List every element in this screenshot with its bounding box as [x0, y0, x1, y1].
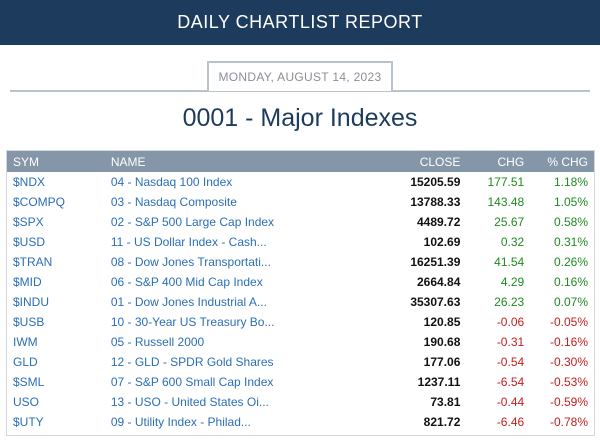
table-row[interactable]: $USD 11 - US Dollar Index - Cash... 102.69…: [7, 232, 594, 252]
column-header-name[interactable]: NAME: [110, 154, 146, 169]
table-row[interactable]: IWM 05 - Russell 2000 190.68 -0.31 -0.16%: [7, 332, 594, 352]
name-link[interactable]: 06 - S&P 400 Mid Cap Index: [110, 275, 263, 289]
chartlist-title: 0001 - Major Indexes: [182, 104, 418, 132]
report-date-tab: MONDAY, AUGUST 14, 2023: [207, 61, 393, 91]
name-link[interactable]: 13 - USO - United States Oi...: [110, 395, 269, 409]
name-link[interactable]: 11 - US Dollar Index - Cash...: [110, 235, 267, 249]
close-value: 16251.39: [410, 255, 461, 269]
name-link[interactable]: 04 - Nasdaq 100 Index: [110, 175, 233, 189]
symbol-link[interactable]: $SML: [13, 375, 45, 389]
symbol-link[interactable]: USO: [13, 395, 40, 409]
symbol-link[interactable]: $MID: [13, 275, 42, 289]
symbol-link[interactable]: $UTY: [13, 415, 44, 429]
close-value: 73.81: [430, 395, 461, 409]
indexes-table: SYM NAME CLOSE CHG % CHG $NDX 04 - Nasdaq…: [6, 150, 595, 436]
close-value: 120.85: [423, 315, 461, 329]
change-value: 4.29: [500, 275, 525, 289]
close-value: 190.68: [423, 335, 461, 349]
change-value: 26.23: [494, 295, 525, 309]
change-value: -0.44: [496, 395, 525, 409]
name-link[interactable]: 03 - Nasdaq Composite: [110, 195, 237, 209]
name-link[interactable]: 07 - S&P 600 Small Cap Index: [110, 375, 274, 389]
percent-change-value: -0.05%: [549, 315, 588, 329]
change-value: 25.67: [494, 215, 525, 229]
percent-change-value: 1.18%: [553, 175, 588, 189]
percent-change-value: 1.05%: [553, 195, 588, 209]
table-row[interactable]: $MID 06 - S&P 400 Mid Cap Index 2664.84 4.2…: [7, 272, 594, 292]
date-divider: [10, 90, 590, 92]
change-value: 143.48: [487, 195, 525, 209]
symbol-link[interactable]: $COMPQ: [13, 195, 66, 209]
close-value: 2664.84: [416, 275, 461, 289]
change-value: 0.32: [500, 235, 525, 249]
column-header-sym[interactable]: SYM: [13, 154, 40, 169]
name-link[interactable]: 01 - Dow Jones Industrial A...: [110, 295, 267, 309]
table-header-row: SYM NAME CLOSE CHG % CHG: [7, 151, 594, 172]
close-value: 1237.11: [417, 375, 461, 389]
symbol-link[interactable]: $SPX: [13, 215, 44, 229]
change-value: -0.54: [496, 355, 525, 369]
change-value: 41.54: [494, 255, 525, 269]
report-title: DAILY CHARTLIST REPORT: [177, 12, 423, 32]
symbol-link[interactable]: $USD: [13, 235, 46, 249]
symbol-link[interactable]: $INDU: [13, 295, 50, 309]
name-link[interactable]: 12 - GLD - SPDR Gold Shares: [110, 355, 274, 369]
change-value: -0.31: [496, 335, 525, 349]
symbol-link[interactable]: IWM: [13, 335, 38, 349]
table-row[interactable]: $SPX 02 - S&P 500 Large Cap Index 4489.72 2…: [7, 212, 594, 232]
change-value: -6.54: [496, 375, 525, 389]
name-link[interactable]: 08 - Dow Jones Transportati...: [110, 255, 271, 269]
percent-change-value: 0.16%: [553, 275, 588, 289]
column-header-close[interactable]: CLOSE: [419, 154, 461, 169]
name-link[interactable]: 09 - Utility Index - Philad...: [110, 415, 251, 429]
column-header-pct-chg[interactable]: % CHG: [547, 154, 588, 169]
percent-change-value: -0.78%: [549, 415, 588, 429]
report-date: MONDAY, AUGUST 14, 2023: [218, 70, 382, 84]
symbol-link[interactable]: $TRAN: [13, 255, 53, 269]
symbol-link[interactable]: GLD: [13, 355, 38, 369]
change-value: 177.51: [487, 175, 525, 189]
table-row[interactable]: $INDU 01 - Dow Jones Industrial A... 35307…: [7, 292, 594, 312]
name-link[interactable]: 02 - S&P 500 Large Cap Index: [110, 215, 275, 229]
table-row[interactable]: $USB 10 - 30-Year US Treasury Bo... 120.85…: [7, 312, 594, 332]
percent-change-value: 0.31%: [553, 235, 588, 249]
close-value: 821.72: [423, 415, 461, 429]
percent-change-value: -0.16%: [549, 335, 588, 349]
table-row[interactable]: $SML 07 - S&P 600 Small Cap Index 1237.11 -…: [7, 372, 594, 392]
table-row[interactable]: GLD 12 - GLD - SPDR Gold Shares 177.06 -0.5…: [7, 352, 594, 372]
percent-change-value: -0.59%: [549, 395, 588, 409]
close-value: 4489.72: [416, 215, 461, 229]
table-row[interactable]: $COMPQ 03 - Nasdaq Composite 13788.33 143.4…: [7, 192, 594, 212]
percent-change-value: -0.53%: [549, 375, 588, 389]
close-value: 102.69: [423, 235, 461, 249]
close-value: 13788.33: [410, 195, 461, 209]
close-value: 177.06: [423, 355, 461, 369]
report-header: DAILY CHARTLIST REPORT: [0, 0, 600, 45]
change-value: -6.46: [496, 415, 525, 429]
table-row[interactable]: $NDX 04 - Nasdaq 100 Index 15205.59 177.51 1…: [7, 172, 594, 192]
table-row[interactable]: $UTY 09 - Utility Index - Philad... 821.72…: [7, 412, 594, 432]
percent-change-value: 0.26%: [553, 255, 588, 269]
symbol-link[interactable]: $USB: [13, 315, 45, 329]
symbol-link[interactable]: $NDX: [13, 175, 46, 189]
close-value: 15205.59: [410, 175, 461, 189]
name-link[interactable]: 05 - Russell 2000: [110, 335, 205, 349]
table-row[interactable]: USO 13 - USO - United States Oi... 73.81 -0…: [7, 392, 594, 412]
name-link[interactable]: 10 - 30-Year US Treasury Bo...: [110, 315, 275, 329]
percent-change-value: 0.07%: [553, 295, 588, 309]
percent-change-value: 0.58%: [553, 215, 588, 229]
column-header-chg[interactable]: CHG: [497, 154, 525, 169]
percent-change-value: -0.30%: [549, 355, 588, 369]
close-value: 35307.63: [410, 295, 461, 309]
table-row[interactable]: $TRAN 08 - Dow Jones Transportati... 16251…: [7, 252, 594, 272]
change-value: -0.06: [496, 315, 525, 329]
